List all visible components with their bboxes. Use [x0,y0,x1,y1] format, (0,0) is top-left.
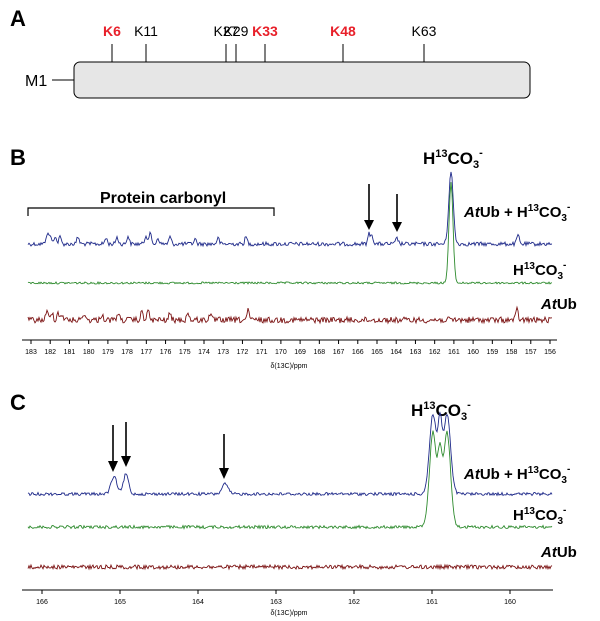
spectrum-bicarbonate [27,182,553,285]
x-tick-label: 156 [544,349,556,356]
x-tick-label: 180 [83,349,95,356]
panel-b-arrow-1 [364,184,374,230]
spectrum-atub [27,305,553,325]
spectrum-atub-plus-bicarbonate [27,171,553,248]
x-tick-label: 165 [371,349,383,356]
protein-carbonyl-bracket [27,207,275,216]
spectrum-c-bicarbonate [27,430,553,530]
x-tick-label: 162 [348,599,360,606]
panel-c-label-top: AtUb + H13CO3- [463,464,570,486]
panel-b-label-top: AtUb + H13CO3- [463,202,570,224]
x-tick-label: 163 [410,349,422,356]
x-tick-label: 179 [102,349,114,356]
lysine-label: K11 [134,23,158,39]
x-tick-label: 161 [426,599,438,606]
x-tick-label: 170 [275,349,287,356]
panel-c-letter: C [10,390,26,415]
panel-b-peak-label: H13CO3- [423,147,483,171]
x-tick-label: 158 [506,349,518,356]
panel-b-spectra [27,171,553,325]
x-tick-label: 177 [140,349,152,356]
lysine-label: K29 [224,23,249,39]
x-tick-label: 159 [486,349,498,356]
panel-c-peak-label: H13CO3- [411,399,471,423]
x-tick-label: 172 [237,349,249,356]
panel-b-label-mid: H13CO3- [513,260,566,282]
spectrum-c-atub-plus-bicarbonate [27,411,553,497]
panel-b-arrow-2 [392,194,402,232]
panel-c-arrow-3 [219,434,229,479]
x-tick-label: 166 [352,349,364,356]
panel-c-arrow-2 [121,422,131,467]
x-tick-label: 167 [333,349,345,356]
panel-c-label-bottom: AtUb [540,544,577,561]
lysine-label: K33 [252,23,278,39]
panel-b-letter: B [10,145,26,170]
panel-c-ticks: 166 165 164 163 162 161 160 [36,590,516,606]
lysine-label: K63 [412,23,437,39]
x-tick-label: 162 [429,349,441,356]
x-tick-label: 157 [525,349,537,356]
x-tick-label: 168 [313,349,325,356]
panel-a-letter: A [10,6,26,31]
x-tick-label: 176 [160,349,172,356]
m1-label: M1 [25,73,47,90]
lysine-label: K48 [330,23,356,39]
panel-c-spectra [27,411,553,571]
x-tick-label: 160 [504,599,516,606]
panel-c-x-axis-label: δ(13C)/ppm [271,610,308,617]
ubiquitin-chain-bar [73,61,531,99]
x-tick-label: 175 [179,349,191,356]
x-tick-label: 173 [217,349,229,356]
panel-b-label-bottom: AtUb [540,296,577,313]
x-tick-label: 182 [44,349,56,356]
x-tick-label: 166 [36,599,48,606]
x-tick-label: 160 [467,349,479,356]
spectrum-c-atub [27,563,553,571]
x-tick-label: 181 [64,349,76,356]
lysine-label: K27 [214,23,239,39]
x-tick-label: 163 [270,599,282,606]
protein-carbonyl-label: Protein carbonyl [100,190,226,207]
lysine-label: K6 [103,23,121,39]
x-tick-label: 171 [256,349,268,356]
x-tick-label: 174 [198,349,210,356]
panel-c-label-mid: H13CO3- [513,505,566,527]
panel-b-ticks: 183 182 181 180 179 178 177 176 175 174 173 172 171 1… [25,340,556,356]
x-tick-label: 169 [294,349,306,356]
panel-c-arrow-1 [108,425,118,472]
x-tick-label: 164 [390,349,402,356]
x-tick-label: 165 [114,599,126,606]
x-tick-label: 178 [121,349,133,356]
panel-b-x-axis-label: δ(13C)/ppm [271,363,308,370]
x-tick-label: 183 [25,349,37,356]
x-tick-label: 164 [192,599,204,606]
x-tick-label: 161 [448,349,460,356]
